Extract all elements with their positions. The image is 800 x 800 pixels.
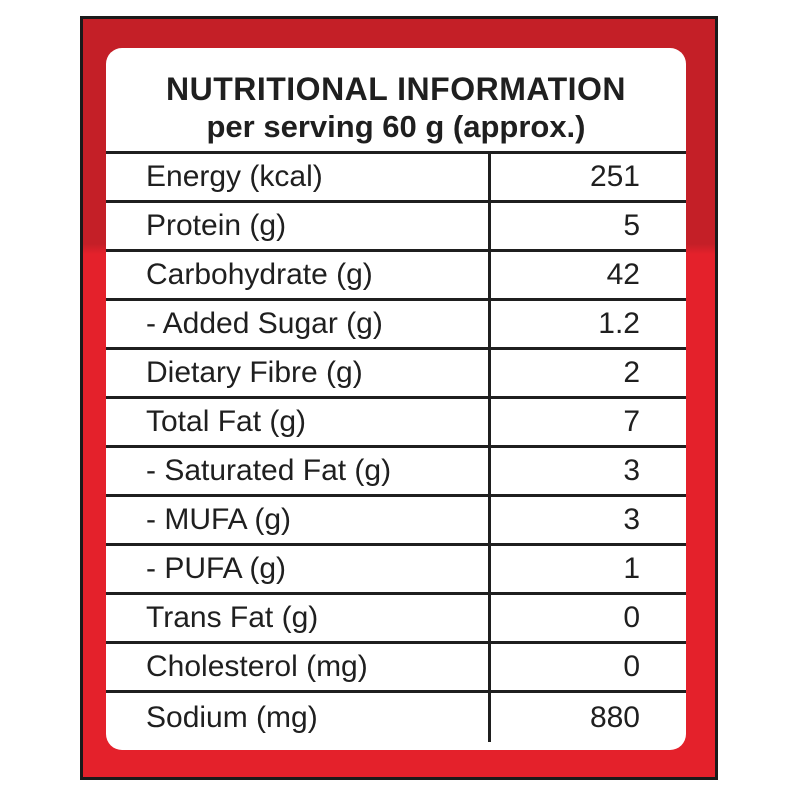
table-row: - Added Sugar (g) 1.2 (106, 301, 686, 350)
nutrition-table: Energy (kcal) 251 Protein (g) 5 Carbohyd… (106, 154, 686, 742)
nutrient-value: 0 (623, 650, 640, 683)
nutrient-value: 7 (623, 405, 640, 438)
serving-size: per serving 60 g (approx.) (206, 109, 586, 144)
nutrition-title: NUTRITIONAL INFORMATION (165, 71, 627, 107)
nutrient-label: - Added Sugar (g) (146, 307, 383, 340)
table-row: - MUFA (g) 3 (106, 497, 686, 546)
nutrient-label: Energy (kcal) (146, 160, 323, 193)
nutrient-value: 3 (623, 454, 640, 487)
table-row: Total Fat (g) 7 (106, 399, 686, 448)
table-row: Dietary Fibre (g) 2 (106, 350, 686, 399)
nutrient-label: Cholesterol (mg) (146, 650, 368, 683)
table-row: Energy (kcal) 251 (106, 154, 686, 203)
table-row: - PUFA (g) 1 (106, 546, 686, 595)
nutrient-label: Protein (g) (146, 209, 287, 242)
nutrient-label: Trans Fat (g) (146, 601, 319, 634)
nutrient-value: 251 (589, 160, 640, 193)
table-row: Carbohydrate (g) 42 (106, 252, 686, 301)
nutrient-value: 1 (623, 552, 640, 585)
nutrition-panel: NUTRITIONAL INFORMATION per serving 60 g… (106, 48, 686, 750)
nutrient-label: Dietary Fibre (g) (146, 356, 363, 389)
nutrient-label: - Saturated Fat (g) (146, 454, 392, 487)
table-row: Trans Fat (g) 0 (106, 595, 686, 644)
nutrient-value: 42 (606, 258, 640, 291)
nutrient-label: Carbohydrate (g) (146, 258, 373, 291)
nutrient-label: Total Fat (g) (146, 405, 307, 438)
nutrient-value: 2 (623, 356, 640, 389)
nutrient-value: 880 (589, 700, 640, 734)
table-row: Protein (g) 5 (106, 203, 686, 252)
nutrient-label: Sodium (mg) (146, 700, 318, 734)
table-row: - Saturated Fat (g) 3 (106, 448, 686, 497)
nutrient-value: 5 (623, 209, 640, 242)
nutrient-value: 0 (623, 601, 640, 634)
nutrition-header: NUTRITIONAL INFORMATION per serving 60 g… (106, 48, 686, 154)
nutrient-value: 3 (623, 503, 640, 536)
nutrient-label: - PUFA (g) (146, 552, 287, 585)
table-row: Cholesterol (mg) 0 (106, 644, 686, 693)
column-divider (488, 154, 491, 742)
nutrient-value: 1.2 (598, 307, 640, 340)
nutrient-label: - MUFA (g) (146, 503, 292, 536)
table-row: Sodium (mg) 880 (106, 693, 686, 742)
